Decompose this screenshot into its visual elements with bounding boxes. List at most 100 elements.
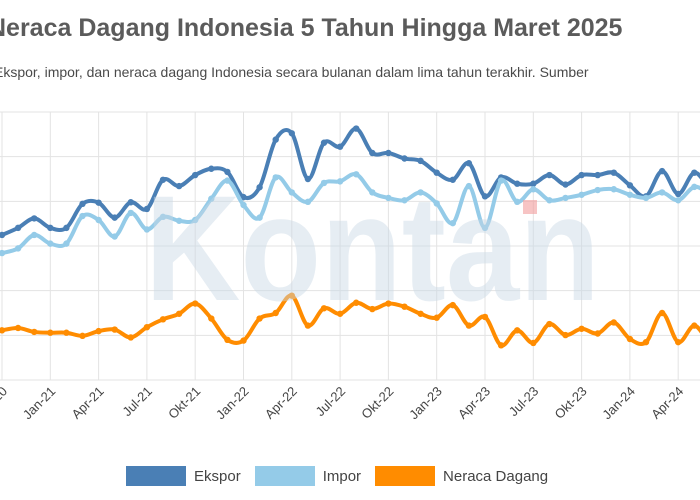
data-point-impor[interactable] (433, 200, 440, 207)
data-point-ekspor[interactable] (272, 136, 279, 143)
data-point-neraca-dagang[interactable] (465, 322, 473, 329)
data-point-neraca-dagang[interactable] (256, 315, 263, 322)
data-point-neraca-dagang[interactable] (658, 309, 666, 317)
data-point-ekspor[interactable] (63, 224, 70, 232)
legend-item-impor[interactable]: Impor (254, 466, 361, 486)
data-point-ekspor[interactable] (0, 231, 6, 239)
data-point-ekspor[interactable] (95, 199, 102, 206)
data-point-ekspor[interactable] (465, 160, 473, 167)
data-point-impor[interactable] (95, 216, 102, 224)
data-point-ekspor[interactable] (175, 182, 183, 190)
data-point-ekspor[interactable] (594, 171, 601, 179)
data-point-neraca-dagang[interactable] (546, 320, 553, 328)
data-point-neraca-dagang[interactable] (449, 301, 456, 309)
data-point-neraca-dagang[interactable] (31, 328, 38, 336)
data-point-impor[interactable] (369, 189, 376, 196)
data-point-neraca-dagang[interactable] (192, 300, 199, 307)
data-point-impor[interactable] (192, 216, 199, 224)
data-point-ekspor[interactable] (79, 200, 86, 208)
data-point-neraca-dagang[interactable] (433, 314, 440, 321)
data-point-impor[interactable] (272, 174, 279, 181)
data-point-ekspor[interactable] (385, 149, 392, 157)
data-point-neraca-dagang[interactable] (320, 305, 328, 312)
data-point-ekspor[interactable] (31, 215, 38, 222)
data-point-ekspor[interactable] (401, 155, 408, 162)
data-point-ekspor[interactable] (353, 125, 360, 132)
data-point-impor[interactable] (642, 194, 650, 202)
data-point-neraca-dagang[interactable] (127, 334, 134, 341)
data-point-ekspor[interactable] (514, 180, 521, 187)
data-point-ekspor[interactable] (14, 224, 22, 232)
data-point-impor[interactable] (256, 214, 263, 221)
data-point-ekspor[interactable] (47, 224, 54, 232)
data-point-ekspor[interactable] (240, 193, 247, 201)
data-point-impor[interactable] (63, 240, 70, 247)
data-point-impor[interactable] (353, 171, 360, 178)
data-point-neraca-dagang[interactable] (272, 309, 279, 317)
data-point-impor[interactable] (240, 201, 247, 209)
data-point-ekspor[interactable] (449, 176, 456, 183)
data-point-impor[interactable] (481, 224, 489, 232)
data-point-neraca-dagang[interactable] (0, 327, 6, 334)
data-point-ekspor[interactable] (288, 130, 295, 137)
data-point-ekspor[interactable] (304, 175, 312, 183)
data-point-ekspor[interactable] (256, 184, 263, 191)
data-point-neraca-dagang[interactable] (288, 292, 295, 299)
data-point-neraca-dagang[interactable] (626, 335, 634, 343)
data-point-ekspor[interactable] (626, 182, 634, 189)
data-point-impor[interactable] (514, 198, 521, 206)
data-point-impor[interactable] (385, 194, 392, 202)
data-point-ekspor[interactable] (562, 181, 569, 188)
data-point-neraca-dagang[interactable] (514, 327, 521, 334)
data-point-neraca-dagang[interactable] (578, 325, 585, 332)
data-point-neraca-dagang[interactable] (159, 316, 167, 323)
data-point-neraca-dagang[interactable] (353, 299, 360, 306)
data-point-impor[interactable] (417, 189, 424, 196)
data-point-impor[interactable] (401, 197, 408, 204)
data-point-impor[interactable] (159, 213, 167, 221)
data-point-neraca-dagang[interactable] (79, 332, 86, 340)
data-point-neraca-dagang[interactable] (530, 339, 537, 347)
data-point-neraca-dagang[interactable] (336, 310, 344, 317)
data-point-neraca-dagang[interactable] (111, 326, 118, 333)
data-point-neraca-dagang[interactable] (224, 336, 231, 343)
data-point-neraca-dagang[interactable] (675, 338, 682, 346)
data-point-impor[interactable] (208, 195, 215, 202)
data-point-impor[interactable] (304, 198, 312, 206)
data-point-ekspor[interactable] (433, 169, 440, 176)
data-point-impor[interactable] (224, 177, 231, 184)
data-point-impor[interactable] (143, 226, 151, 233)
data-point-impor[interactable] (691, 183, 698, 191)
data-point-ekspor[interactable] (369, 149, 376, 157)
data-point-ekspor[interactable] (530, 180, 537, 187)
data-point-ekspor[interactable] (546, 171, 553, 179)
data-point-neraca-dagang[interactable] (385, 300, 392, 307)
data-point-neraca-dagang[interactable] (610, 319, 617, 326)
data-point-impor[interactable] (658, 189, 666, 196)
data-point-ekspor[interactable] (159, 176, 167, 183)
data-point-impor[interactable] (465, 182, 473, 190)
data-point-impor[interactable] (562, 194, 569, 202)
data-point-impor[interactable] (546, 197, 553, 204)
data-point-impor[interactable] (497, 177, 505, 184)
data-point-neraca-dagang[interactable] (63, 329, 70, 336)
data-point-impor[interactable] (175, 217, 183, 224)
data-point-neraca-dagang[interactable] (417, 310, 424, 317)
data-point-ekspor[interactable] (610, 169, 617, 176)
data-point-impor[interactable] (111, 233, 118, 240)
data-point-neraca-dagang[interactable] (594, 330, 601, 337)
data-point-ekspor[interactable] (224, 168, 231, 176)
data-point-impor[interactable] (626, 191, 634, 198)
data-point-ekspor[interactable] (143, 205, 151, 213)
data-point-impor[interactable] (336, 178, 344, 185)
data-point-ekspor[interactable] (320, 139, 328, 146)
data-point-impor[interactable] (578, 191, 585, 198)
data-point-ekspor[interactable] (578, 171, 585, 179)
data-point-neraca-dagang[interactable] (175, 310, 183, 317)
data-point-impor[interactable] (14, 245, 22, 252)
data-point-neraca-dagang[interactable] (304, 322, 312, 329)
data-point-impor[interactable] (610, 186, 617, 193)
data-point-ekspor[interactable] (208, 165, 215, 172)
data-point-ekspor[interactable] (675, 190, 682, 198)
data-point-ekspor[interactable] (336, 143, 344, 150)
